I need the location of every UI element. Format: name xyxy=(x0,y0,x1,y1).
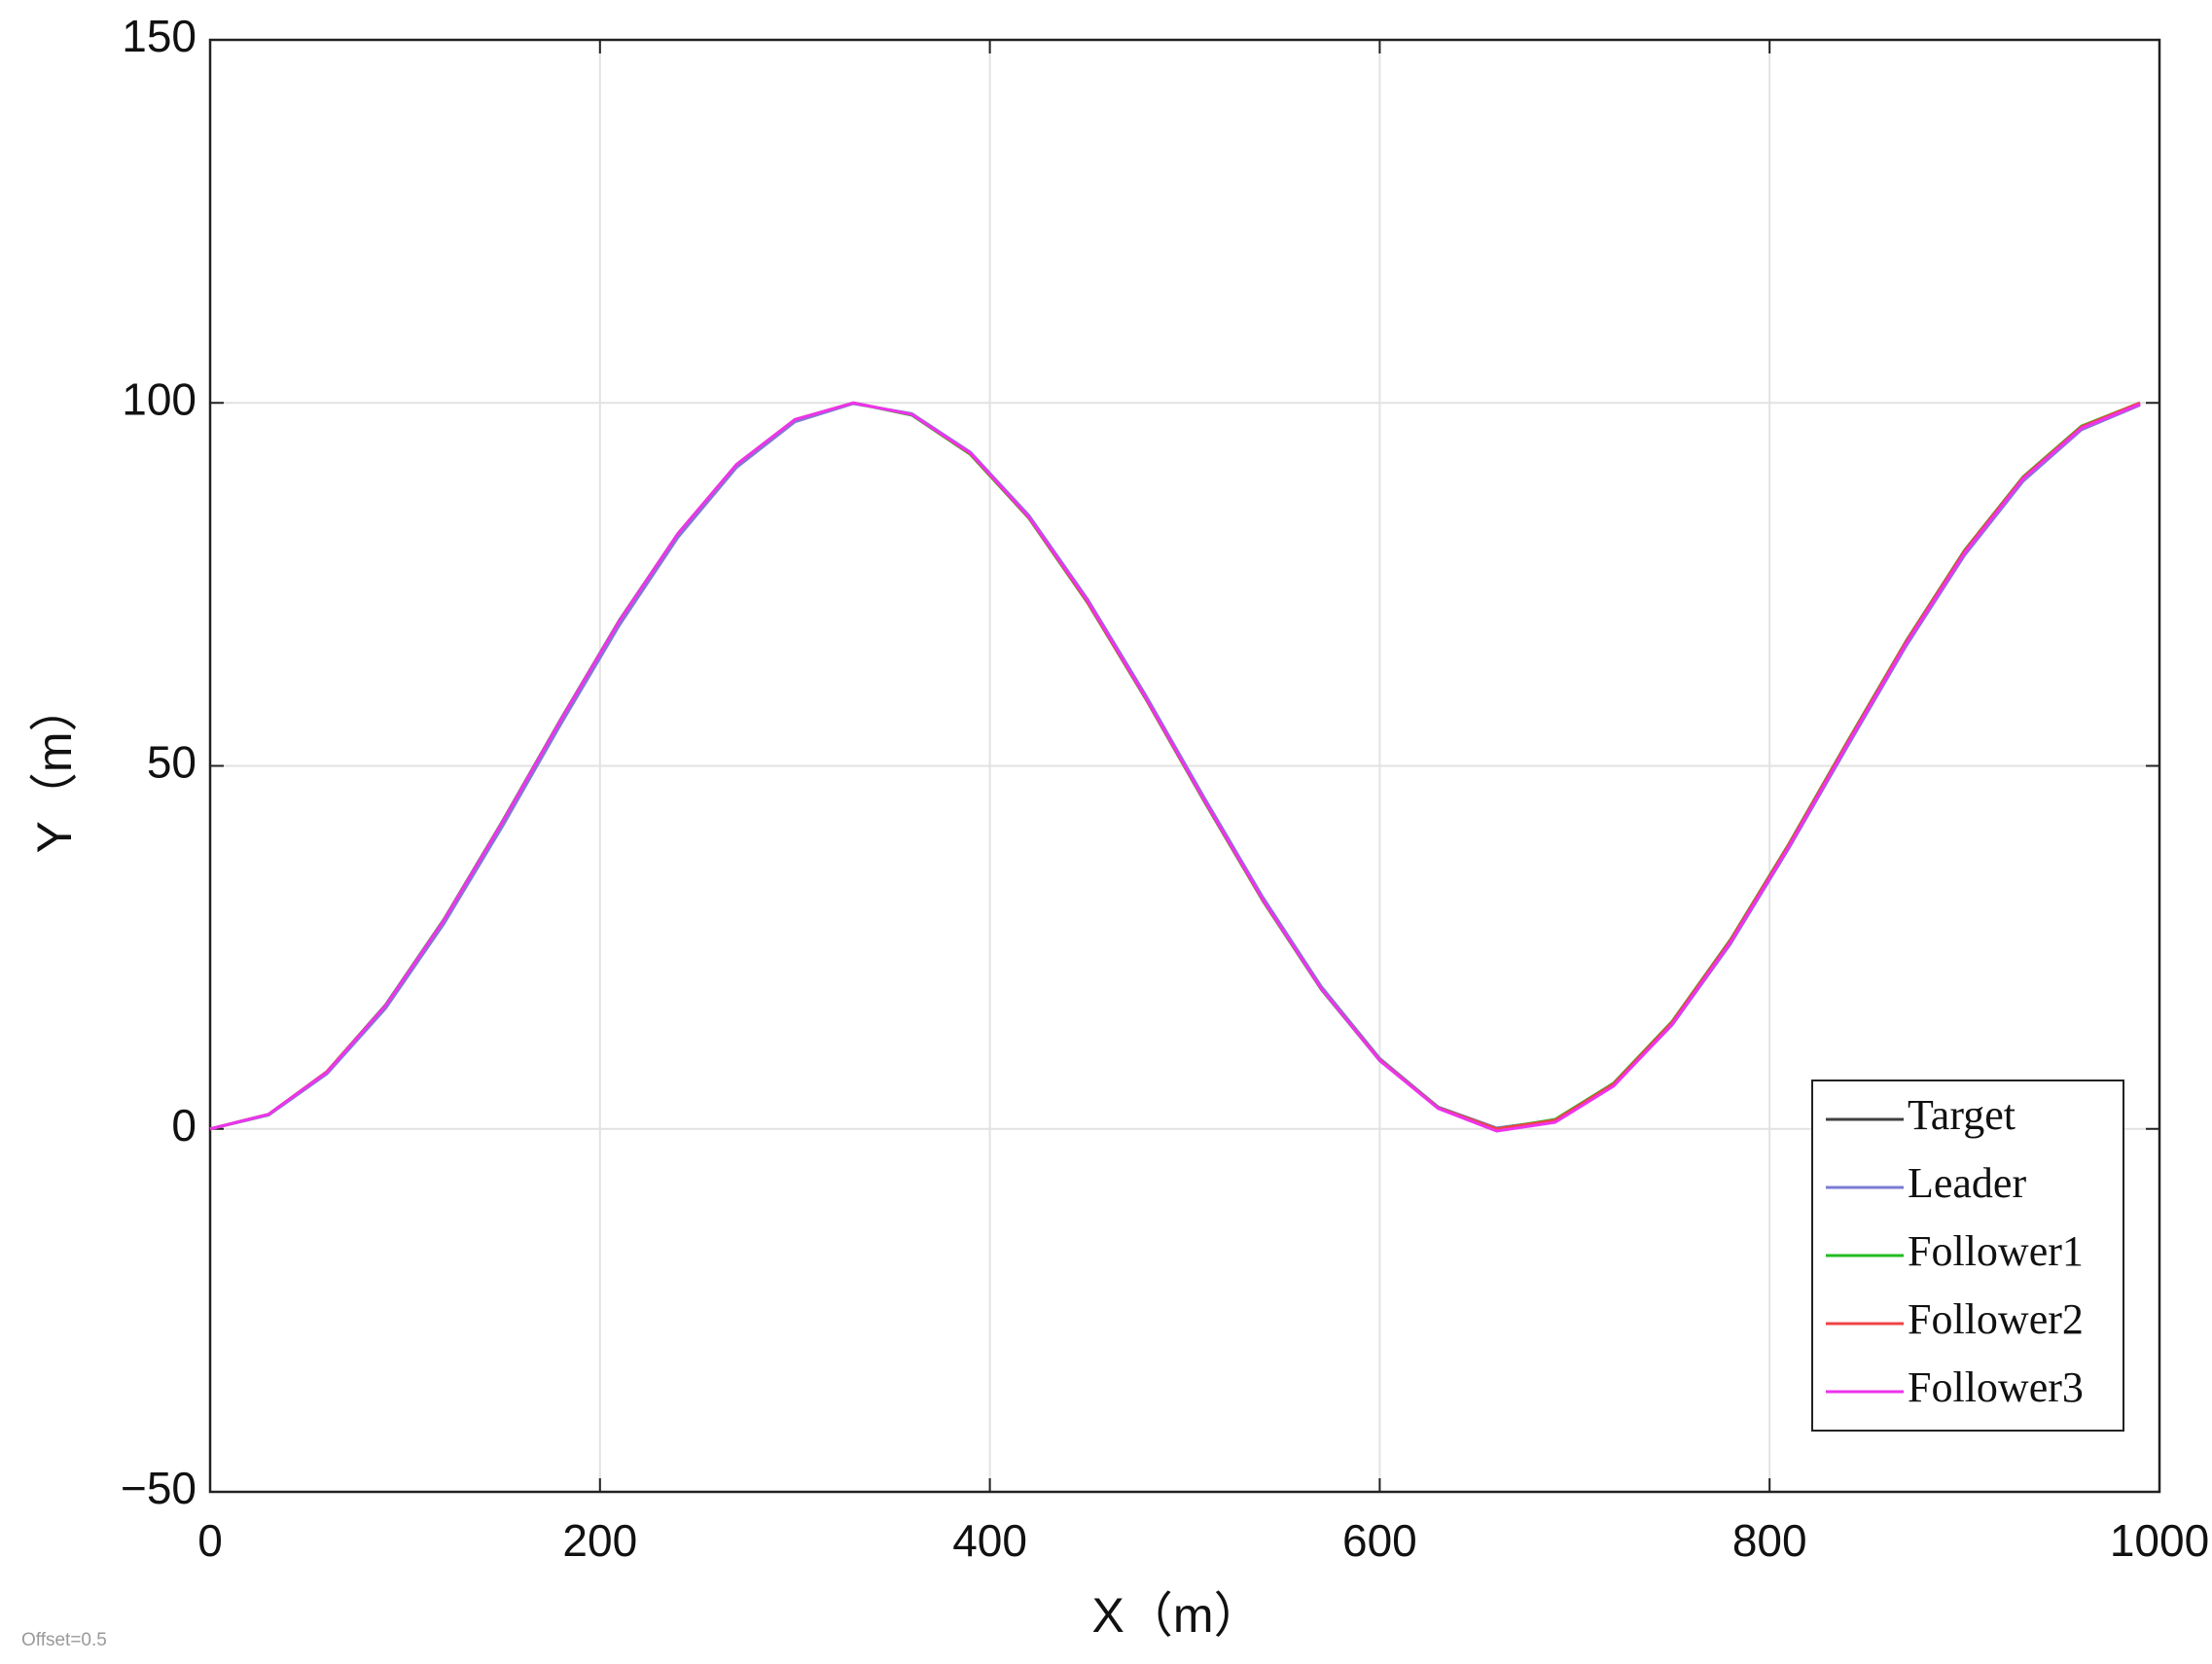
legend-label: Follower1 xyxy=(1908,1227,2084,1275)
footnote: Offset=0.5 xyxy=(21,1630,107,1650)
x-tick-label: 800 xyxy=(1732,1515,1807,1566)
y-tick-label: 100 xyxy=(122,373,196,424)
x-tick-label: 0 xyxy=(197,1515,223,1566)
series-line xyxy=(209,401,2141,1133)
y-tick-label: 0 xyxy=(171,1100,196,1151)
y-axis-label: Y（m） xyxy=(27,684,82,854)
legend-label: Follower3 xyxy=(1908,1363,2084,1411)
x-tick-label: 400 xyxy=(952,1515,1027,1566)
plot-frame xyxy=(208,38,2161,1494)
x-tick-label: 200 xyxy=(562,1515,637,1566)
x-axis-label: X（m） xyxy=(1092,1588,1263,1643)
x-tick-label: 600 xyxy=(1342,1515,1417,1566)
y-tick-label: −50 xyxy=(121,1463,196,1513)
x-tick-label: 1000 xyxy=(2110,1515,2209,1566)
legend-label: Follower2 xyxy=(1908,1295,2084,1343)
legend-label: Target xyxy=(1908,1091,2016,1139)
y-tick-label: 150 xyxy=(122,11,196,61)
y-tick-label: 50 xyxy=(147,737,196,788)
legend-label: Leader xyxy=(1908,1159,2026,1207)
